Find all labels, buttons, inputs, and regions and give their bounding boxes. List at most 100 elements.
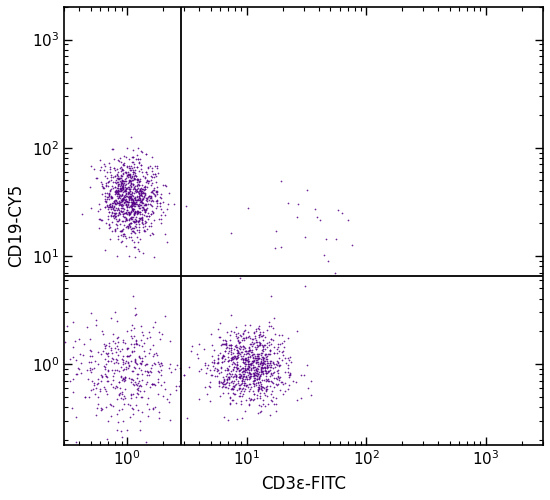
Point <box>138 195 147 203</box>
Point <box>145 371 153 379</box>
Point <box>249 364 257 372</box>
Point <box>235 373 244 381</box>
Point <box>131 196 140 203</box>
Point <box>232 372 240 380</box>
Point <box>238 334 247 342</box>
Point <box>128 180 137 188</box>
Point <box>136 186 145 194</box>
Point <box>234 336 243 344</box>
Point <box>150 380 158 388</box>
Point <box>122 209 131 217</box>
Point <box>151 170 160 178</box>
Point <box>242 356 251 364</box>
Point <box>118 191 127 199</box>
Point <box>201 369 210 377</box>
Point <box>133 182 141 190</box>
Point <box>118 182 127 190</box>
Point <box>259 328 268 336</box>
Point <box>235 370 244 378</box>
Point <box>138 190 147 198</box>
Point <box>119 366 128 374</box>
Point <box>215 392 224 400</box>
Point <box>142 168 151 175</box>
Point <box>248 338 257 346</box>
Point <box>100 160 108 168</box>
Point <box>131 355 140 363</box>
Point <box>109 212 118 220</box>
Point <box>244 394 253 402</box>
Point <box>125 190 134 198</box>
Point <box>274 372 283 380</box>
Point <box>118 184 127 192</box>
Point <box>230 370 239 378</box>
Point <box>144 164 152 172</box>
Point <box>108 350 117 358</box>
Point <box>245 347 254 355</box>
Point <box>124 155 133 163</box>
Point <box>134 370 142 378</box>
Point <box>265 377 273 385</box>
Point <box>245 368 254 376</box>
Point <box>236 342 245 350</box>
Point <box>286 370 295 378</box>
Point <box>240 346 249 354</box>
Point <box>142 226 151 234</box>
Point <box>126 203 135 211</box>
Point <box>102 189 111 197</box>
Point <box>226 340 235 348</box>
Point <box>95 224 104 232</box>
Point <box>242 334 251 342</box>
Point <box>123 171 132 179</box>
Point <box>119 188 128 196</box>
Point <box>96 216 105 224</box>
Point <box>113 198 122 206</box>
Point <box>257 382 266 390</box>
Point <box>223 376 232 384</box>
Point <box>114 180 123 188</box>
Point <box>141 184 150 192</box>
Point <box>112 188 120 196</box>
Point <box>232 364 241 372</box>
Point <box>148 208 157 216</box>
Point <box>131 182 140 190</box>
Point <box>251 369 260 377</box>
Point <box>86 346 95 354</box>
Point <box>153 378 162 386</box>
Point <box>228 354 236 362</box>
Point <box>276 373 285 381</box>
Point <box>284 200 293 207</box>
Point <box>141 218 150 226</box>
Point <box>111 172 120 180</box>
Point <box>135 204 144 212</box>
Point <box>112 334 121 342</box>
Point <box>122 200 131 208</box>
Point <box>220 347 229 355</box>
Point <box>152 350 161 358</box>
Point <box>117 180 125 188</box>
Point <box>130 200 139 208</box>
Point <box>245 375 254 383</box>
Point <box>259 359 268 367</box>
Point <box>273 348 282 356</box>
Point <box>70 337 79 345</box>
Point <box>222 366 231 374</box>
Point <box>250 354 259 362</box>
Point <box>129 218 138 226</box>
Point <box>245 360 254 368</box>
Point <box>269 360 278 368</box>
Point <box>119 374 128 382</box>
Point <box>236 400 245 408</box>
Point <box>117 227 126 235</box>
Point <box>266 382 274 390</box>
Point <box>103 417 112 425</box>
Point <box>134 386 142 394</box>
Point <box>113 206 122 214</box>
Point <box>104 224 113 232</box>
Point <box>152 187 161 195</box>
Point <box>131 356 140 364</box>
Point <box>124 179 133 187</box>
Point <box>97 372 106 380</box>
Point <box>126 179 135 187</box>
Point <box>257 364 266 372</box>
Point <box>251 382 260 390</box>
